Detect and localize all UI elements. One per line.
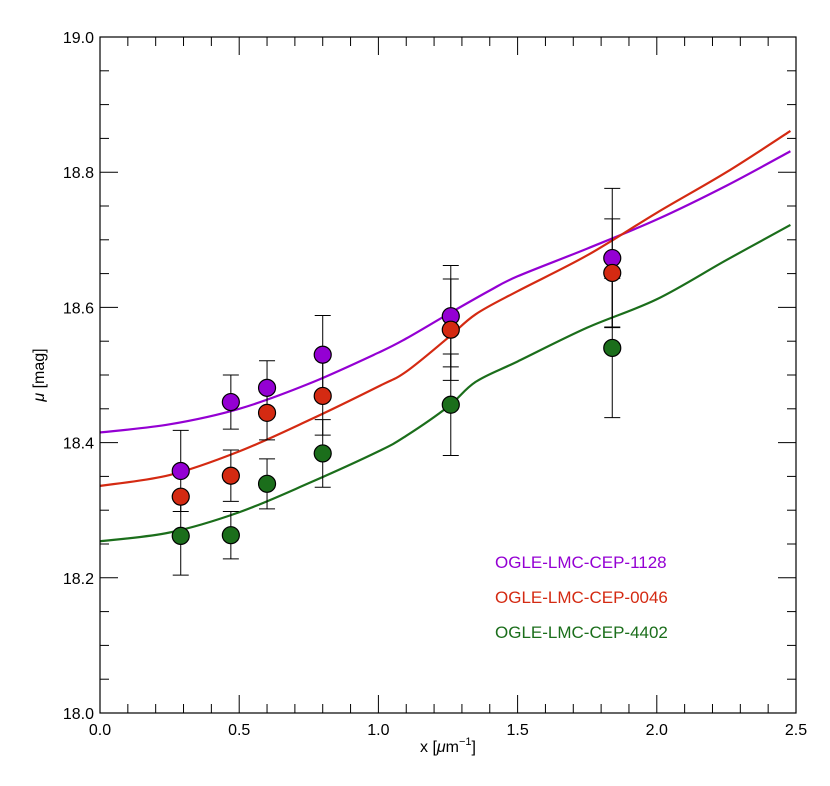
data-point	[441, 395, 460, 414]
data-point	[171, 526, 190, 545]
plot-frame	[99, 36, 797, 714]
data-points	[171, 248, 622, 545]
x-tick-label: 0.0	[89, 722, 111, 739]
data-point	[171, 487, 190, 506]
data-point	[313, 386, 332, 406]
x-tick-label: 1.0	[367, 722, 389, 739]
data-point	[257, 474, 277, 493]
data-point	[313, 345, 332, 364]
data-point	[313, 444, 332, 463]
data-point	[257, 403, 277, 422]
x-tick-label: 0.5	[228, 722, 250, 739]
x-tick-label: 2.0	[646, 722, 668, 739]
data-point	[221, 466, 240, 485]
data-point	[603, 338, 622, 358]
data-point	[221, 392, 240, 412]
data-point	[441, 320, 460, 339]
x-tick-label: 1.5	[506, 722, 528, 739]
y-tick-label: 18.6	[63, 300, 94, 317]
y-axis-label: μ [mag]	[31, 348, 48, 402]
data-point	[603, 263, 622, 283]
x-tick-label: 2.5	[785, 722, 807, 739]
y-tick-label: 18.8	[63, 165, 94, 182]
legend-entry: OGLE-LMC-CEP-4402	[495, 623, 668, 642]
axis-ticks	[99, 36, 797, 714]
y-tick-label: 18.4	[63, 436, 94, 453]
data-point	[171, 461, 190, 481]
x-axis-label: x [μm−1]	[420, 736, 476, 756]
y-tick-label: 18.2	[63, 571, 94, 588]
y-tick-label: 19.0	[63, 30, 94, 47]
legend-entry: OGLE-LMC-CEP-1128	[495, 553, 667, 572]
legend-entry: OGLE-LMC-CEP-0046	[495, 588, 668, 607]
y-tick-label: 18.0	[63, 706, 94, 723]
legend: OGLE-LMC-CEP-1128 OGLE-LMC-CEP-0046 OGLE-L…	[495, 553, 668, 642]
data-point	[221, 526, 240, 545]
tick-labels: 0.0 0.5 1.0 1.5 2.0 2.5 18.0 18.2 18.4 18.6 18.8 19…	[63, 30, 807, 739]
data-point	[257, 378, 277, 397]
